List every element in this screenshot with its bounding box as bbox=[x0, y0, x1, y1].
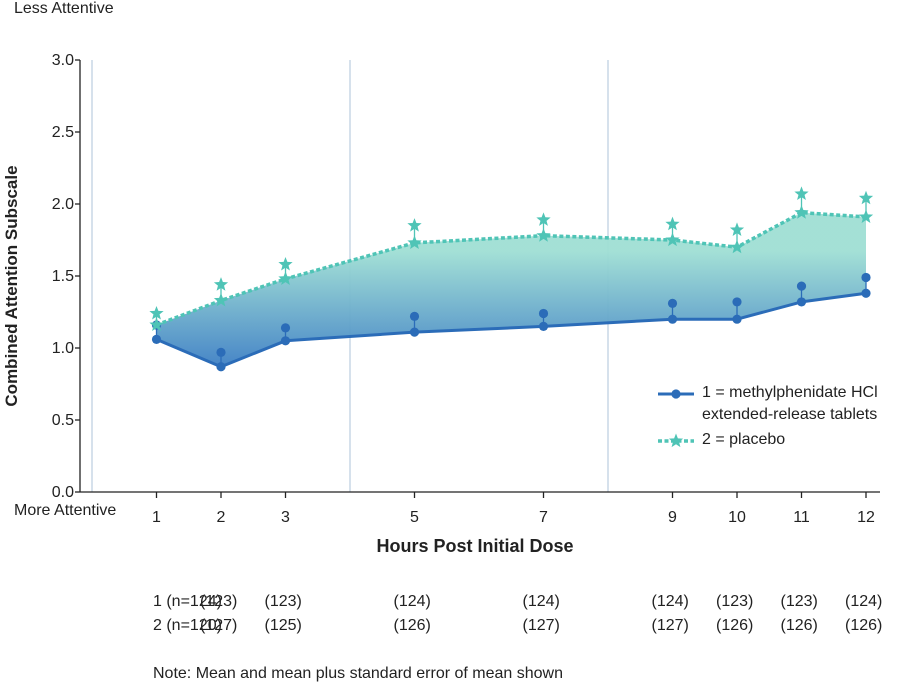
legend-label-series-1: extended-release tablets bbox=[702, 406, 878, 423]
legend-label-series-1: 1 = methylphenidate HCl bbox=[702, 384, 878, 401]
y-tick-label: 2.5 bbox=[52, 124, 74, 141]
mean-marker bbox=[667, 314, 678, 324]
x-tick-label: 11 bbox=[793, 509, 810, 526]
x-axis-label: Hours Post Initial Dose bbox=[376, 536, 574, 556]
mean-marker bbox=[796, 297, 807, 307]
sample-size-row2-cell: (127) bbox=[651, 617, 689, 634]
mean-marker bbox=[409, 327, 420, 337]
x-tick-label: 3 bbox=[281, 509, 290, 526]
sample-size-row1-cell: (124) bbox=[845, 593, 883, 610]
y-bottom-label: More Attentive bbox=[14, 502, 117, 519]
mean-marker bbox=[732, 314, 742, 324]
sem-marker bbox=[729, 222, 745, 236]
mean-marker bbox=[278, 271, 293, 285]
x-tick-label: 12 bbox=[857, 509, 875, 526]
x-tick-label: 2 bbox=[217, 509, 226, 526]
sem-marker bbox=[538, 308, 549, 319]
sample-size-row1-cell: 1 (n=124) bbox=[153, 593, 222, 610]
legend-swatches bbox=[658, 389, 694, 448]
mean-marker bbox=[151, 334, 162, 344]
mean-marker bbox=[213, 292, 229, 307]
sample-size-row1-cell: (124) bbox=[651, 593, 689, 610]
legend-label-series-2: 2 = placebo bbox=[702, 431, 786, 448]
mean-marker bbox=[149, 317, 164, 332]
sample-size-row2-cell: 2 (n=120) bbox=[153, 617, 222, 634]
sample-size-row2-cell: (125) bbox=[264, 617, 302, 634]
sem-marker bbox=[213, 277, 229, 291]
legend: 1 = methylphenidate HCl extended-release … bbox=[656, 380, 904, 460]
sample-size-row2-cell: (126) bbox=[393, 617, 431, 634]
mean-marker bbox=[665, 232, 680, 247]
sample-size-row1-cell: (124) bbox=[393, 593, 431, 610]
sem-marker bbox=[796, 281, 807, 291]
sample-size-row2-cell: (126) bbox=[716, 617, 754, 634]
legend-marker-series-2 bbox=[668, 433, 684, 448]
y-tick-label: 2.0 bbox=[52, 196, 74, 213]
y-tick-label: 1.0 bbox=[52, 340, 74, 357]
sem-marker bbox=[732, 297, 742, 307]
y-top-label: Less Attentive bbox=[14, 0, 114, 17]
x-tick-label: 9 bbox=[668, 509, 677, 526]
sem-marker bbox=[407, 218, 422, 232]
sample-size-row1-cell: (123) bbox=[780, 593, 818, 610]
sem-marker bbox=[536, 212, 551, 226]
x-tick-label: 7 bbox=[539, 509, 548, 526]
sem-marker bbox=[794, 186, 809, 200]
series-1 bbox=[151, 272, 871, 372]
y-tick-label: 0.0 bbox=[52, 484, 74, 501]
x-tick-label: 1 bbox=[152, 509, 161, 526]
mean-marker bbox=[280, 336, 291, 346]
sem-marker bbox=[858, 190, 874, 205]
series-layer bbox=[149, 186, 874, 372]
sem-marker bbox=[280, 323, 291, 333]
sem-marker bbox=[409, 311, 420, 321]
legend-marker-series-1 bbox=[671, 389, 681, 399]
footnote: Note: Mean and mean plus standard error … bbox=[153, 665, 564, 682]
mean-marker bbox=[536, 228, 551, 242]
mean-marker bbox=[407, 235, 422, 249]
sample-size-row1-cell: (123) bbox=[200, 593, 238, 610]
sample-size-row1-cell: (123) bbox=[716, 593, 754, 610]
sample-size-row1-cell: (124) bbox=[522, 593, 560, 610]
sem-marker bbox=[149, 305, 164, 320]
mean-marker bbox=[216, 362, 226, 372]
sample-size-row2-cell: (127) bbox=[200, 617, 238, 634]
sem-marker bbox=[278, 256, 293, 271]
fill-between-area bbox=[156, 212, 866, 367]
y-tick-label: 0.5 bbox=[52, 412, 74, 429]
sample-size-row2-cell: (126) bbox=[780, 617, 818, 634]
y-tick-label: 1.5 bbox=[52, 268, 74, 285]
mean-marker bbox=[538, 321, 549, 331]
mean-marker bbox=[794, 205, 809, 219]
mean-marker bbox=[729, 239, 745, 254]
sem-marker bbox=[665, 216, 680, 231]
sem-marker bbox=[667, 298, 678, 308]
sample-size-row2-cell: (126) bbox=[845, 617, 883, 634]
x-tick-label: 10 bbox=[728, 509, 746, 526]
axes: 0.00.51.01.52.02.53.01 2 3 5 7 9 10 11 12 bbox=[52, 52, 880, 526]
sample-size-row1-cell: (123) bbox=[264, 593, 302, 610]
x-tick-label: 5 bbox=[410, 509, 419, 526]
y-axis-label: Combined Attention Subscale bbox=[2, 165, 21, 407]
mean-marker bbox=[858, 209, 874, 224]
y-tick-label: 3.0 bbox=[52, 52, 74, 69]
sem-marker bbox=[216, 347, 226, 357]
sample-size-row2-cell: (127) bbox=[522, 617, 560, 634]
mean-marker bbox=[861, 288, 871, 298]
sem-marker bbox=[861, 272, 871, 283]
series-2 bbox=[149, 186, 874, 332]
